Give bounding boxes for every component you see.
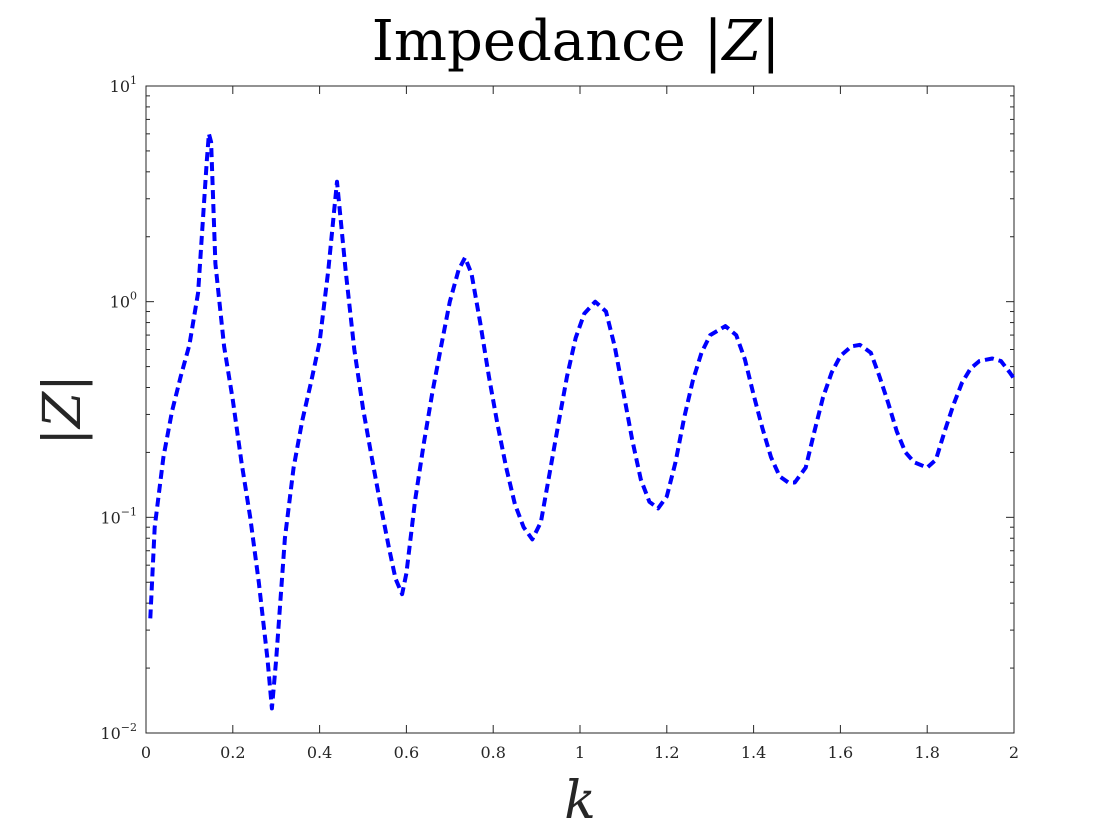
x-tick-label: 2 [1009, 743, 1019, 762]
x-tick-label: 1.4 [741, 743, 766, 762]
chart-title-symbol: |Z| [704, 9, 781, 74]
y-tick-label: 100 [110, 290, 137, 312]
x-tick-label: 1.8 [914, 743, 939, 762]
plot-area-frame [145, 85, 1015, 734]
x-axis-label: k [564, 771, 596, 831]
y-axis-minor-ticks [146, 95, 1014, 669]
y-axis-label: |Z| [33, 374, 93, 445]
x-tick-label: 0 [141, 743, 151, 762]
x-tick-label: 0.2 [220, 743, 245, 762]
x-tick-label: 1 [575, 743, 585, 762]
y-tick-label: 101 [110, 74, 137, 96]
x-tick-label: 0.8 [480, 743, 505, 762]
x-tick-label: 0.6 [394, 743, 419, 762]
x-tick-label: 1.6 [828, 743, 853, 762]
y-tick-label: 10−1 [100, 505, 137, 527]
impedance-series-line [148, 131, 1016, 711]
y-axis-ticks: 10−2 10−1 100 101 [100, 74, 1014, 743]
x-axis-ticks: 0 0.2 0.4 0.6 0.8 1 1.2 1.4 1.6 1.8 2 [141, 86, 1019, 762]
chart-title-text: Impedance [372, 9, 704, 74]
y-tick-label: 10−2 [100, 721, 137, 743]
chart-title: Impedance |Z| [372, 9, 780, 74]
x-tick-label: 1.2 [654, 743, 679, 762]
x-tick-label: 0.4 [307, 743, 332, 762]
